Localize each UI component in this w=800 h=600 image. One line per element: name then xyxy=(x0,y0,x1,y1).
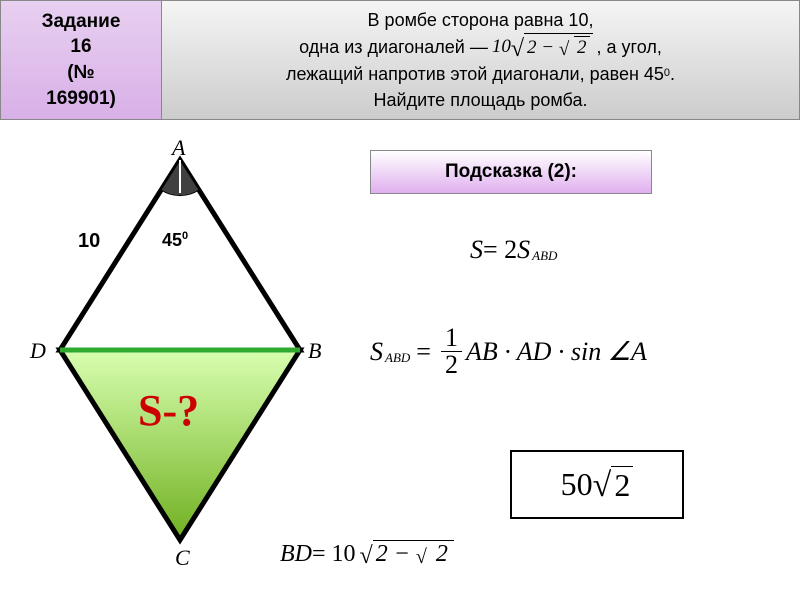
problem-box: В ромбе сторона равна 10, одна из диагон… xyxy=(162,0,800,120)
f2-eq: = xyxy=(416,337,431,367)
hint-button[interactable]: Подсказка (2): xyxy=(370,150,652,194)
sqrt-content-outer: 2 − √ 2 xyxy=(524,33,593,62)
frac-num: 1 xyxy=(441,325,462,352)
bd-inner-a: 2 − xyxy=(376,541,416,567)
answer-box: 50 √ 2 xyxy=(510,450,684,519)
diag-inner-a: 2 − xyxy=(527,37,559,58)
f1-rhs: S xyxy=(517,235,530,265)
diag-expression: 10 √ 2 − √ 2 xyxy=(492,33,593,62)
bd-inner-b: 2 xyxy=(433,540,451,567)
line3-dot: . xyxy=(670,61,675,87)
vertex-b: B xyxy=(308,338,321,364)
task-title: Задание xyxy=(42,9,121,35)
formula-triangle-area: S ABD = 1 2 AB · AD · sin ∠A xyxy=(370,325,647,378)
task-id: 169901) xyxy=(46,86,116,112)
problem-line2b: , а угол, xyxy=(597,34,662,60)
angle-value: 450 xyxy=(162,230,188,251)
f2-lhs: S xyxy=(370,337,383,367)
rhombus-figure xyxy=(20,130,340,570)
f2-sub: ABD xyxy=(385,350,410,366)
ans-rad: 2 xyxy=(611,466,633,504)
diag-inner-b: 2 xyxy=(574,36,590,58)
task-num: 16 xyxy=(70,34,91,60)
sqrt-icon: √ xyxy=(511,42,524,56)
area-question: S-? xyxy=(138,385,199,436)
problem-line1: В ромбе сторона равна 10, xyxy=(368,7,594,33)
ans-coeff: 50 xyxy=(561,466,593,503)
fraction-half: 1 2 xyxy=(441,325,462,378)
sqrt-icon: √ xyxy=(360,549,373,563)
hint-label: Подсказка (2): xyxy=(445,161,577,183)
sqrt-icon: √ xyxy=(416,546,427,568)
vertex-a: A xyxy=(172,135,185,161)
formula-area-double: S = 2 S ABD xyxy=(470,235,557,265)
f1-sub: ABD xyxy=(532,248,557,264)
triangle-bcd xyxy=(60,350,300,540)
problem-line3: лежащий напротив этой диагонали, равен 4… xyxy=(286,61,664,87)
problem-line2a: одна из диагоналей — xyxy=(299,34,488,60)
f1-lhs: S xyxy=(470,235,483,265)
bd-sqrt: √ 2 − √ 2 xyxy=(360,540,454,568)
task-box: Задание 16 (№ 169901) xyxy=(0,0,162,120)
side-length: 10 xyxy=(78,230,100,253)
task-id-prefix: (№ xyxy=(67,60,95,86)
vertex-d: D xyxy=(30,338,46,364)
problem-line4: Найдите площадь ромба. xyxy=(374,87,588,113)
frac-den: 2 xyxy=(441,352,462,378)
bd-outer-content: 2 − √ 2 xyxy=(373,540,454,568)
f1-eq: = 2 xyxy=(483,235,517,265)
answer-value: 50 √ 2 xyxy=(561,466,634,504)
diag-coeff: 10 xyxy=(492,33,511,61)
vertex-c: C xyxy=(175,545,190,571)
angle-num: 45 xyxy=(162,230,182,250)
degree-sup: 0 xyxy=(182,230,188,242)
sqrt-icon: √ xyxy=(593,476,612,496)
f2-mid: AB · AD · sin ∠A xyxy=(466,337,647,367)
sqrt-icon: √ xyxy=(559,39,569,60)
